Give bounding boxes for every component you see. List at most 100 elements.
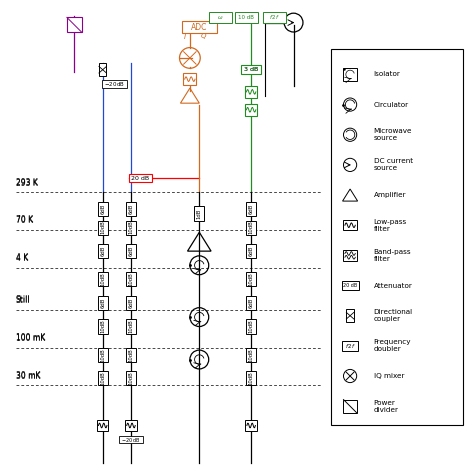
Bar [344,220,357,230]
Text: 6dB: 6dB [100,203,105,214]
Text: 10dB: 10dB [249,372,254,385]
Text: ADC: ADC [191,23,208,32]
Bar [128,174,152,182]
Text: 10dB: 10dB [100,348,105,362]
Bar [126,371,136,385]
Text: 70 K: 70 K [16,216,33,225]
Bar [246,244,256,258]
Text: 100 mK: 100 mK [16,333,45,342]
Bar [344,400,357,413]
Text: 10dB: 10dB [128,372,134,385]
Text: 6dB: 6dB [249,298,254,308]
Text: 6dB: 6dB [128,203,134,214]
Bar [246,220,256,235]
Bar [126,220,136,235]
Bar [241,65,261,74]
Text: 10dB: 10dB [100,273,105,286]
Bar [98,371,108,385]
Bar [98,348,108,362]
Text: Still: Still [16,295,30,304]
Text: Circulator: Circulator [374,101,409,108]
Text: IQ mixer: IQ mixer [374,373,404,379]
Text: 10dB: 10dB [249,319,254,333]
Text: 10dB: 10dB [249,273,254,286]
Text: $-20\,\mathrm{dB}$: $-20\,\mathrm{dB}$ [121,436,141,444]
Bar [331,48,463,426]
Text: 30 mK: 30 mK [16,372,40,381]
Bar [126,273,136,286]
Bar [98,273,108,286]
Text: 6dB: 6dB [128,298,134,308]
Text: 30 mK: 30 mK [16,371,40,380]
Bar [98,220,108,235]
Text: 10dB: 10dB [128,348,134,362]
Bar [342,281,358,290]
Text: 10dB: 10dB [100,319,105,333]
Text: 10dB: 10dB [128,273,134,286]
Text: $-20\,\mathrm{dB}$: $-20\,\mathrm{dB}$ [104,80,125,88]
Text: 10 dB: 10 dB [238,15,255,20]
Text: 100 mK: 100 mK [16,334,45,343]
Bar [342,341,358,351]
Bar [125,420,137,431]
Bar [126,319,136,334]
Text: 3 dB: 3 dB [244,67,258,72]
Bar [101,80,128,88]
Text: $\omega$: $\omega$ [217,14,224,21]
Text: 6dB: 6dB [100,246,105,256]
Text: 3 dB: 3 dB [244,67,258,72]
Text: 10dB: 10dB [249,348,254,362]
Text: 20 dB: 20 dB [131,175,149,181]
Text: Directional
coupler: Directional coupler [374,309,413,322]
Text: 6dB: 6dB [249,246,254,256]
Text: Still: Still [16,296,30,305]
Bar [246,371,256,385]
Bar [246,420,257,431]
Text: Microwave
source: Microwave source [374,128,412,141]
Text: $f\,2f$: $f\,2f$ [269,13,280,21]
Bar [98,319,108,334]
Text: 10dB: 10dB [128,319,134,333]
Bar [126,296,136,310]
Bar [98,296,108,310]
Bar [263,12,286,23]
Text: 10dB: 10dB [100,221,105,235]
Text: 293 K: 293 K [16,179,37,188]
Bar [235,12,258,23]
Text: Q: Q [201,33,206,39]
Bar [98,244,108,258]
Text: 10dB: 10dB [249,221,254,235]
Bar [183,73,197,85]
Bar [246,319,256,334]
Text: Isolator: Isolator [374,72,401,77]
Bar [344,250,357,261]
Bar [246,201,256,216]
Bar [67,18,82,33]
Text: I: I [184,34,186,40]
Bar [246,296,256,310]
Bar [97,420,109,431]
Text: 10dB: 10dB [128,221,134,235]
Text: 4 K: 4 K [16,254,28,263]
Text: Attenuator: Attenuator [374,283,412,289]
Text: 10dB: 10dB [100,372,105,385]
Bar [98,201,108,216]
Bar [126,201,136,216]
Text: 1dB: 1dB [197,208,202,219]
Text: Frequency
doubler: Frequency doubler [374,339,411,352]
FancyBboxPatch shape [344,68,357,81]
Text: Band-pass
filter: Band-pass filter [374,249,411,262]
Bar [245,104,257,116]
Bar [119,436,143,443]
Bar [245,86,257,98]
Text: Low-pass
filter: Low-pass filter [374,219,407,232]
Text: Amplifier: Amplifier [374,192,406,198]
Bar [246,348,256,362]
Bar [246,273,256,286]
Bar [99,63,107,76]
Text: 4 K: 4 K [16,253,28,262]
Text: 293 K: 293 K [16,178,37,187]
Text: DC current
source: DC current source [374,158,413,172]
Bar [126,244,136,258]
Bar [194,206,204,220]
